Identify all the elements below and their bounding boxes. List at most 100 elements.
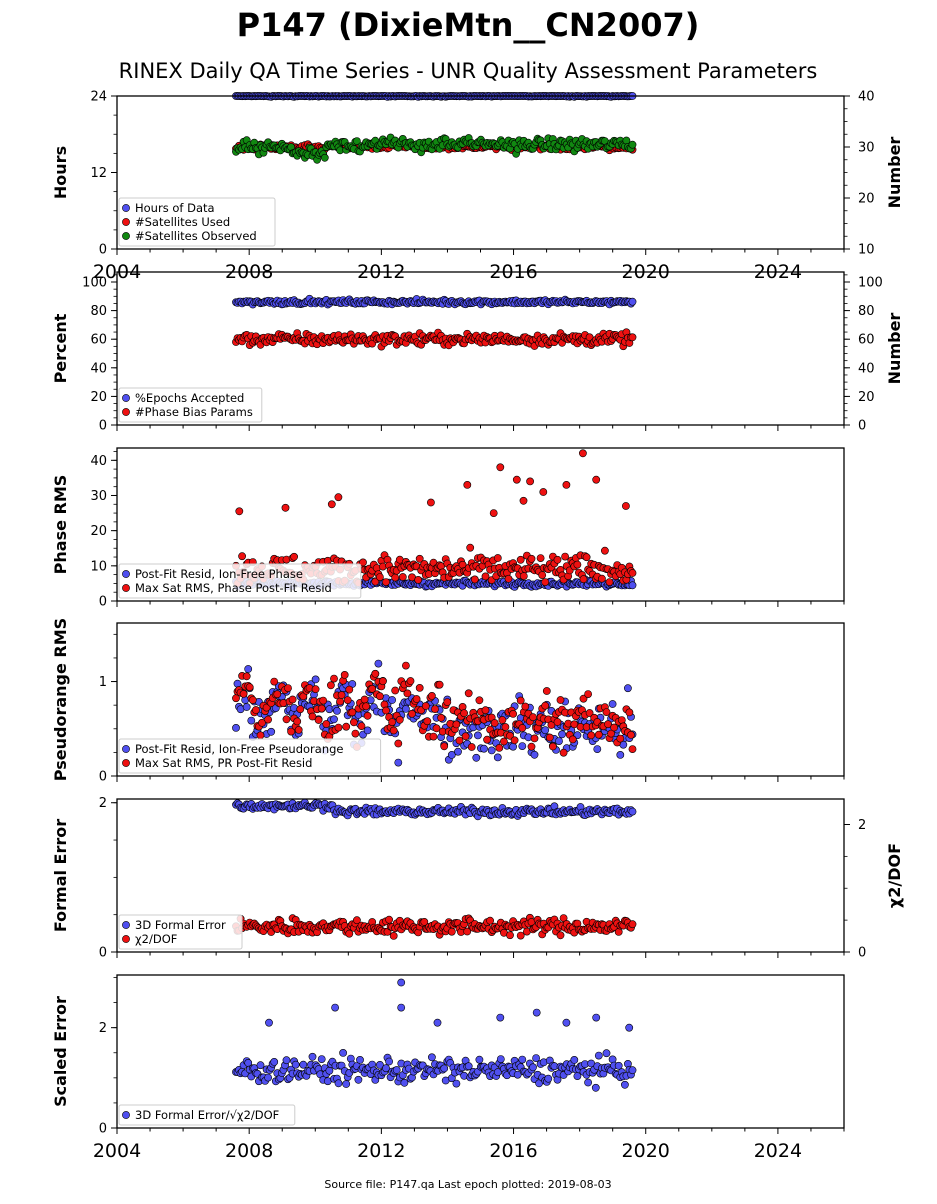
point-b xyxy=(542,687,551,695)
panel-1: 2004 2008 2012 2016 2020 202401224Hours102030… xyxy=(51,90,904,284)
legend-marker xyxy=(122,218,130,226)
point-b xyxy=(345,685,354,694)
point-b xyxy=(493,554,502,562)
point-b xyxy=(427,692,436,700)
point-b xyxy=(549,742,557,751)
legend-box xyxy=(118,738,382,774)
point-a xyxy=(401,705,410,713)
point-b xyxy=(579,575,588,584)
point-b xyxy=(461,732,470,741)
point-b xyxy=(385,915,393,924)
point-b xyxy=(394,739,403,748)
point-b xyxy=(628,333,637,342)
point-a xyxy=(475,1055,484,1064)
x-tick-label: 2024 xyxy=(754,1140,802,1162)
panel-2: 0 20 40 60 80 100 Percent 0 20 40 60 80 100 Number %Ep… xyxy=(51,271,904,434)
point-a xyxy=(480,744,488,753)
point-b xyxy=(348,708,357,717)
point-a xyxy=(493,753,502,762)
point-b xyxy=(363,711,372,720)
point-b xyxy=(628,569,637,577)
point-a xyxy=(267,727,276,736)
point-a xyxy=(256,1061,265,1070)
legend-marker xyxy=(122,570,130,578)
point-a xyxy=(496,1055,505,1063)
point-b xyxy=(516,696,525,705)
point-b xyxy=(398,573,407,581)
point-a xyxy=(333,707,341,715)
point-a xyxy=(291,1060,300,1069)
point-b xyxy=(314,716,323,724)
point-a xyxy=(558,730,566,739)
point-b xyxy=(483,735,491,744)
point-b xyxy=(359,558,367,567)
legend-label: #Satellites Used xyxy=(135,215,230,229)
point-a xyxy=(544,1074,553,1083)
point-b xyxy=(415,684,424,692)
point-a xyxy=(518,1055,527,1064)
point-b xyxy=(556,696,565,704)
point-b xyxy=(481,706,490,715)
point-a xyxy=(529,1063,537,1072)
legend-marker xyxy=(122,232,130,240)
point-a xyxy=(264,1073,272,1082)
point-b xyxy=(248,696,257,704)
y-left-tick-label: 40 xyxy=(90,454,107,469)
point-a xyxy=(628,807,637,816)
y-right-tick-label: 40 xyxy=(858,90,875,105)
y-left-axis-title: Phase RMS xyxy=(51,475,70,575)
y-right-tick-label: 30 xyxy=(858,141,875,156)
point-b xyxy=(466,543,475,552)
legend-label: %Epochs Accepted xyxy=(135,391,244,405)
point-a xyxy=(392,1066,401,1074)
outlier-point xyxy=(539,488,548,496)
point-b xyxy=(345,929,354,938)
point-b xyxy=(238,552,246,561)
y-right-tick-label: 40 xyxy=(858,361,875,376)
outlier-point xyxy=(592,1013,601,1022)
point-a xyxy=(532,1054,540,1062)
point-b xyxy=(408,709,416,718)
point-b xyxy=(337,691,346,699)
point-b xyxy=(264,715,272,724)
point-b xyxy=(510,736,519,745)
point-a xyxy=(299,1060,308,1069)
point-b xyxy=(498,716,507,724)
point-b xyxy=(460,709,468,718)
point-a xyxy=(354,1075,363,1084)
point-a xyxy=(593,745,602,753)
point-a xyxy=(614,1061,623,1070)
point-b xyxy=(628,920,637,929)
point-b xyxy=(601,546,609,555)
y-left-tick-label: 80 xyxy=(90,304,107,319)
point-a xyxy=(487,746,496,755)
point-b xyxy=(326,681,335,690)
point-b xyxy=(389,932,398,940)
point-b xyxy=(352,916,361,925)
point-b xyxy=(464,689,473,698)
point-b xyxy=(294,726,303,734)
point-b xyxy=(516,931,525,940)
y-right-tick-label: 20 xyxy=(858,192,875,207)
point-a xyxy=(282,1056,291,1065)
point-b xyxy=(587,731,596,740)
point-b xyxy=(357,722,366,730)
y-right-tick-label: 0 xyxy=(858,419,866,434)
outlier-point xyxy=(397,978,406,987)
outlier-point xyxy=(397,1003,406,1012)
point-b xyxy=(351,729,360,738)
point-b xyxy=(414,576,423,584)
point-b xyxy=(556,931,565,940)
point-b xyxy=(452,720,461,729)
y-left-tick-label: 40 xyxy=(90,361,107,376)
outlier-point xyxy=(496,463,505,472)
legend-label: Post-Fit Resid, Ion-Free Pseudorange xyxy=(135,742,343,756)
legend-marker xyxy=(122,204,130,212)
outlier-point xyxy=(235,507,244,516)
point-a xyxy=(374,659,383,668)
point-b xyxy=(475,696,484,705)
point-b xyxy=(579,694,588,703)
point-b xyxy=(371,669,380,678)
point-b xyxy=(308,712,317,721)
point-b xyxy=(616,734,625,743)
